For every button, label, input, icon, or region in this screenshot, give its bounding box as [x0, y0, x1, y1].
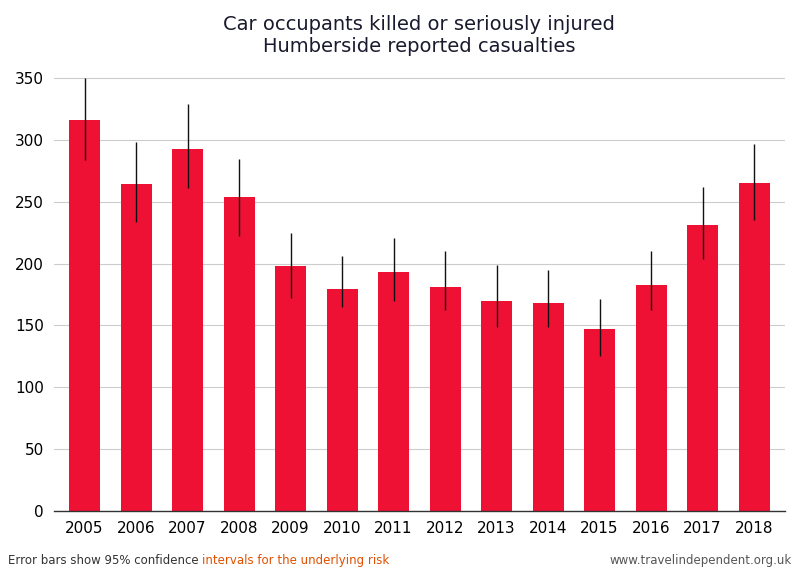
Bar [687, 225, 718, 510]
Bar [326, 289, 358, 510]
Bar [378, 272, 409, 510]
Text: intervals for the underlying risk: intervals for the underlying risk [202, 554, 390, 567]
Bar [275, 266, 306, 510]
Bar [738, 183, 770, 510]
Bar [121, 184, 151, 510]
Bar [69, 120, 100, 510]
Bar [430, 287, 461, 510]
Bar [636, 285, 666, 510]
Text: www.travelindependent.org.uk: www.travelindependent.org.uk [610, 554, 792, 567]
Bar [172, 148, 203, 510]
Bar [533, 303, 563, 510]
Bar [584, 329, 615, 510]
Bar [481, 300, 512, 510]
Title: Car occupants killed or seriously injured
Humberside reported casualties: Car occupants killed or seriously injure… [223, 15, 615, 56]
Text: Error bars show 95% confidence: Error bars show 95% confidence [8, 554, 202, 567]
Bar [224, 197, 254, 510]
Text: Error bars show 95% confidence: Error bars show 95% confidence [8, 554, 202, 567]
